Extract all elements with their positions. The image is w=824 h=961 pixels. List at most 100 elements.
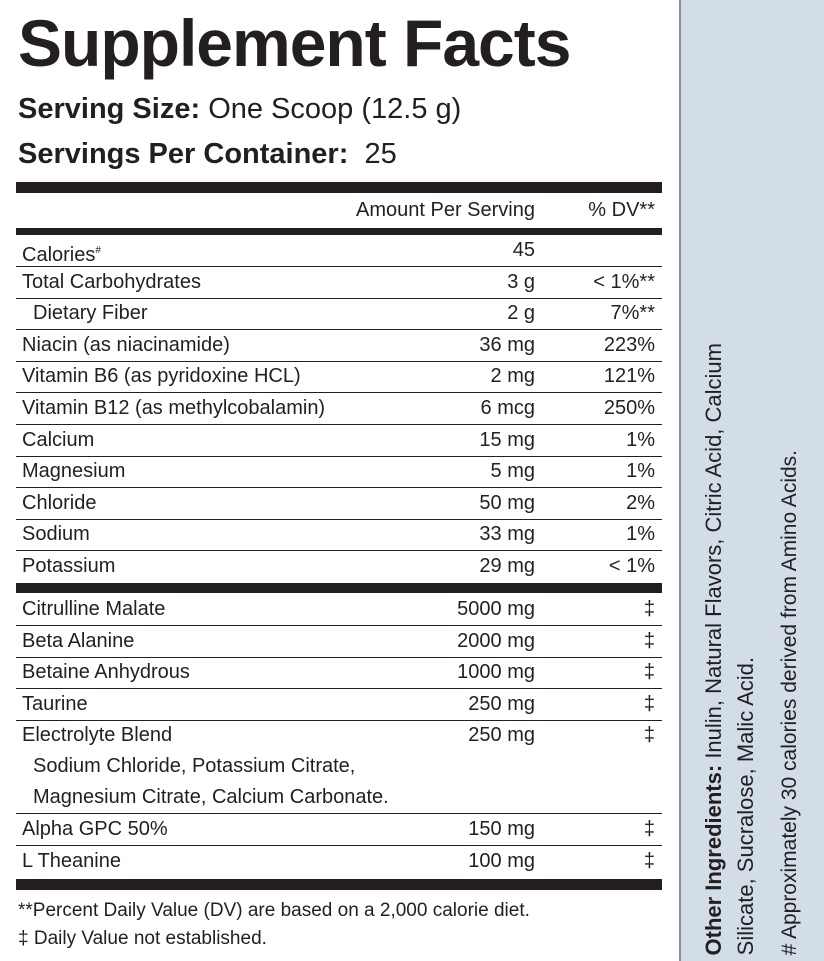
ingredient-name: Beta Alanine (22, 629, 135, 652)
nutrient-row: Niacin (as niacinamide) 36 mg 223% (16, 330, 662, 362)
serving-size-label: Serving Size: (18, 93, 201, 125)
supplement-facts-panel: Supplement Facts Serving Size: One Scoop… (16, 0, 681, 961)
nutrient-name: Calcium (22, 425, 94, 456)
nutrient-name-text: Vitamin B12 (as methylcobalamin) (22, 397, 326, 419)
ingredient-row: Beta Alanine 2000 mg ‡ (16, 626, 662, 658)
ingredient-dv: ‡ (643, 598, 655, 620)
nutrient-amount: 2 mg (490, 365, 535, 388)
ingredient-row: L Theanine 100 mg ‡ (16, 846, 662, 877)
nutrient-row: Calories# 45 (16, 235, 662, 267)
nutrient-dv: 2% (626, 491, 655, 514)
divider-bar (16, 879, 662, 890)
nutrient-name: Dietary Fiber (33, 298, 147, 329)
nutrient-dv: 7%** (610, 302, 655, 325)
nutrient-amount: 45 (512, 239, 535, 261)
divider-bar (16, 182, 662, 193)
servings-label: Servings Per Container: (18, 138, 349, 170)
ingredient-dv: ‡ (643, 692, 655, 715)
nutrient-row: Vitamin B12 (as methylcobalamin) 6 mcg 250… (16, 393, 662, 425)
divider-bar (16, 583, 662, 593)
ingredient-amount: 250 mg (468, 692, 535, 715)
nutrient-row: Vitamin B6 (as pyridoxine HCL) 2 mg 121% (16, 361, 662, 394)
nutrient-name-text: Total Carbohydrates (22, 270, 201, 293)
nutrient-name: Sodium (22, 519, 90, 550)
label-title: Supplement Facts (18, 6, 571, 80)
ingredient-amount: 5000 mg (457, 598, 535, 620)
side-panel: Other Ingredients: Inulin, Natural Flavo… (681, 0, 824, 961)
amount-header: Amount Per Serving (356, 199, 535, 221)
servings-value: 25 (364, 138, 397, 170)
nutrient-amount: 29 mg (479, 555, 535, 577)
nutrient-amount: 5 mg (490, 460, 535, 483)
nutrient-name: Chloride (22, 488, 96, 519)
nutrient-name: Potassium (22, 551, 115, 582)
nutrient-name-text: Dietary Fiber (33, 302, 148, 325)
blend-component: Magnesium Citrate, Calcium Carbonate. (33, 786, 389, 809)
nutrient-dv: < 1% (608, 555, 655, 577)
nutrient-amount: 33 mg (479, 523, 535, 546)
ingredient-amount: 150 mg (468, 818, 535, 840)
nutrient-row: Sodium 33 mg 1% (16, 519, 662, 552)
nutrient-dv: < 1%** (593, 270, 655, 293)
calorie-note: # Approximately 30 calories derived from… (778, 449, 801, 955)
column-header: Amount Per Serving % DV** (16, 195, 662, 226)
ingredient-row: Taurine 250 mg ‡ (16, 689, 662, 721)
nutrient-name: Vitamin B12 (as methylcobalamin) (22, 393, 325, 424)
nutrient-name: Total Carbohydrates (22, 267, 201, 298)
nutrient-amount: 50 mg (479, 491, 535, 514)
nutrient-name: Vitamin B6 (as pyridoxine HCL) (22, 361, 301, 392)
ingredient-amount: 250 mg (468, 724, 535, 747)
other-ingredients-line2: Silicate, Sucralose, Malic Acid. (733, 656, 758, 955)
ingredient-amount: 2000 mg (457, 629, 535, 652)
ingredient-name: Citrulline Malate (22, 598, 166, 620)
other-ingredients-line1: Inulin, Natural Flavors, Citric Acid, Ca… (701, 342, 726, 765)
servings-per-container: Servings Per Container: 25 (18, 137, 397, 171)
nutrient-dv: 1% (626, 523, 655, 546)
ingredient-dv: ‡ (643, 724, 655, 747)
other-ingredients: Other Ingredients: Inulin, Natural Flavo… (699, 343, 729, 955)
ingredient-name: Electrolyte Blend (22, 724, 173, 747)
ingredient-dv: ‡ (643, 661, 655, 684)
other-ingredients-label: Other Ingredients: (701, 764, 726, 955)
nutrient-row: Calcium 15 mg 1% (16, 425, 662, 457)
nutrient-name-text: Niacin (as niacinamide) (22, 333, 230, 356)
footnote-mark: # (95, 245, 101, 256)
nutrient-name-text: Potassium (22, 555, 116, 577)
nutrient-name-text: Chloride (22, 491, 97, 514)
ingredient-amount: 100 mg (468, 849, 535, 872)
serving-size: Serving Size: One Scoop (12.5 g) (18, 92, 461, 126)
nutrient-name: Magnesium (22, 456, 125, 487)
nutrient-row: Dietary Fiber 2 g 7%** (16, 298, 662, 331)
nutrient-dv: 250% (603, 397, 655, 419)
footnote-dv: **Percent Daily Value (DV) are based on … (18, 900, 530, 921)
serving-size-value: One Scoop (12.5 g) (208, 93, 462, 125)
nutrient-name: Niacin (as niacinamide) (22, 330, 230, 361)
ingredient-dv: ‡ (643, 849, 655, 872)
nutrient-name-text: Vitamin B6 (as pyridoxine HCL) (22, 365, 301, 388)
ingredient-dv: ‡ (643, 629, 655, 652)
nutrient-name-text: Magnesium (22, 460, 126, 483)
nutrient-row: Chloride 50 mg 2% (16, 488, 662, 520)
nutrient-amount: 15 mg (479, 428, 535, 451)
nutrient-amount: 36 mg (479, 333, 535, 356)
nutrient-dv: 1% (626, 460, 655, 483)
nutrient-dv: 121% (603, 365, 655, 388)
nutrient-dv: 223% (603, 333, 655, 356)
blend-component: Sodium Chloride, Potassium Citrate, (33, 755, 356, 778)
nutrient-name-text: Calories (22, 244, 96, 266)
nutrient-amount: 3 g (507, 270, 535, 293)
ingredient-amount: 1000 mg (457, 661, 535, 684)
nutrient-dv: 1% (626, 428, 655, 451)
nutrient-amount: 2 g (507, 302, 535, 325)
divider-bar (16, 228, 662, 235)
footnote-not-established: ‡ Daily Value not established. (18, 928, 267, 949)
dv-header: % DV** (588, 199, 655, 221)
ingredient-row: Electrolyte Blend 250 mg ‡ Sodium Chloride,… (16, 720, 662, 814)
ingredient-name: L Theanine (22, 849, 121, 872)
ingredient-name: Betaine Anhydrous (22, 661, 190, 684)
ingredient-row: Citrulline Malate 5000 mg ‡ (16, 594, 662, 626)
nutrient-name-text: Calcium (22, 428, 95, 451)
nutrient-amount: 6 mcg (480, 397, 535, 419)
ingredient-name: Taurine (22, 692, 88, 715)
ingredient-dv: ‡ (643, 818, 655, 840)
